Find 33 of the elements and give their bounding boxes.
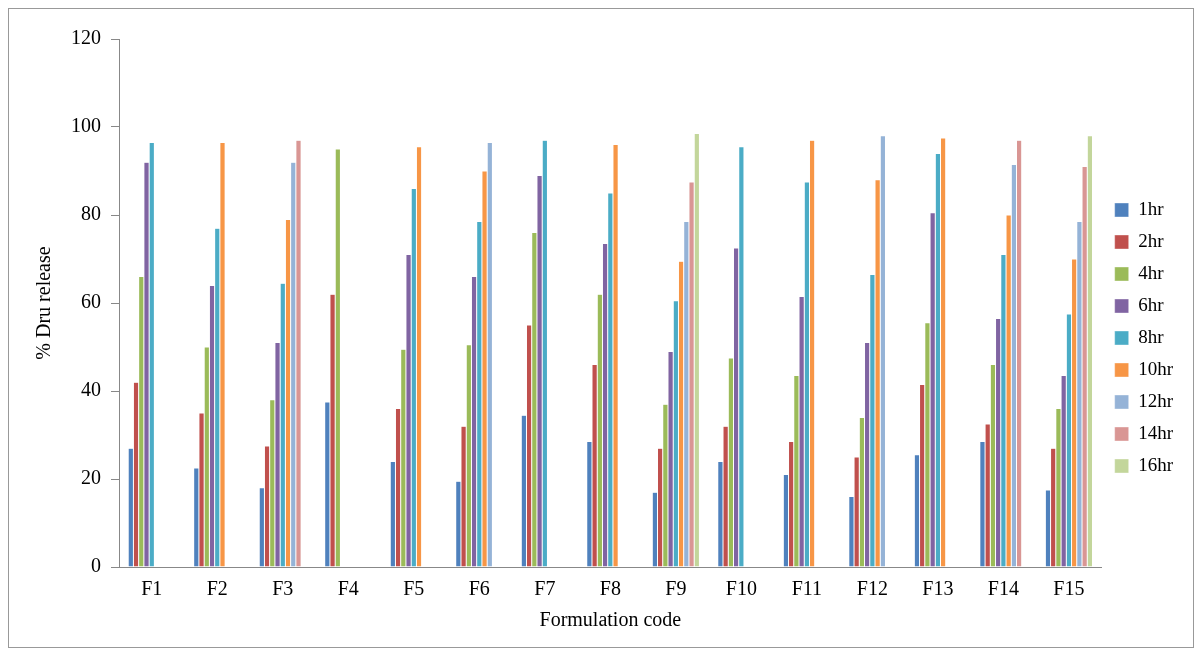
y-tick-label: 80 bbox=[81, 202, 101, 225]
y-tick-label: 60 bbox=[81, 290, 101, 313]
x-tick-label: F9 bbox=[665, 577, 687, 600]
x-tick-label: F1 bbox=[141, 577, 163, 600]
x-tick-label: F6 bbox=[468, 577, 490, 600]
y-tick-label: 120 bbox=[71, 26, 101, 49]
legend-label: 6hr bbox=[1138, 293, 1165, 315]
x-tick-label: F3 bbox=[272, 577, 294, 600]
legend-label: 16hr bbox=[1138, 453, 1174, 475]
x-tick-label: F5 bbox=[403, 577, 425, 600]
x-tick-label: F11 bbox=[791, 577, 823, 600]
x-tick-label: F13 bbox=[922, 577, 954, 600]
legend-label: 2hr bbox=[1138, 229, 1165, 251]
x-tick-label: F2 bbox=[206, 577, 228, 600]
x-tick-label: F15 bbox=[1053, 577, 1085, 600]
legend-label: 10hr bbox=[1138, 357, 1174, 379]
y-axis-title: % Dru release bbox=[32, 246, 55, 360]
legend-label: 12hr bbox=[1138, 389, 1174, 411]
x-tick-label: F8 bbox=[599, 577, 621, 600]
legend-label: 4hr bbox=[1138, 261, 1165, 283]
x-axis-title: Formulation code bbox=[539, 608, 682, 631]
x-tick-label: F14 bbox=[987, 577, 1019, 600]
legend-label: 1hr bbox=[1138, 197, 1165, 219]
y-tick-label: 20 bbox=[81, 466, 101, 489]
x-tick-label: F12 bbox=[856, 577, 888, 600]
y-tick-label: 0 bbox=[91, 554, 101, 577]
x-tick-label: F7 bbox=[534, 577, 556, 600]
x-tick-label: F10 bbox=[725, 577, 757, 600]
legend-label: 8hr bbox=[1138, 325, 1165, 347]
x-tick-label: F4 bbox=[337, 577, 359, 600]
y-tick-label: 100 bbox=[71, 114, 101, 137]
y-tick-label: 40 bbox=[81, 378, 101, 401]
legend-label: 14hr bbox=[1138, 421, 1174, 443]
